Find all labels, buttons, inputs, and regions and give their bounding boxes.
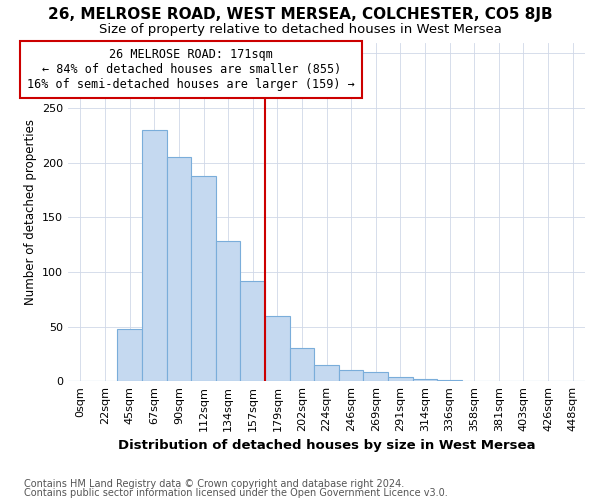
Text: Size of property relative to detached houses in West Mersea: Size of property relative to detached ho… <box>98 22 502 36</box>
Bar <box>339 370 364 381</box>
Bar <box>437 380 462 381</box>
Bar <box>413 379 437 381</box>
X-axis label: Distribution of detached houses by size in West Mersea: Distribution of detached houses by size … <box>118 440 535 452</box>
Text: Contains HM Land Registry data © Crown copyright and database right 2024.: Contains HM Land Registry data © Crown c… <box>24 479 404 489</box>
Bar <box>118 328 142 381</box>
Bar <box>364 372 388 381</box>
Text: 26 MELROSE ROAD: 171sqm
← 84% of detached houses are smaller (855)
16% of semi-d: 26 MELROSE ROAD: 171sqm ← 84% of detache… <box>28 48 355 91</box>
Bar <box>314 365 339 381</box>
Bar <box>265 316 290 381</box>
Text: 26, MELROSE ROAD, WEST MERSEA, COLCHESTER, CO5 8JB: 26, MELROSE ROAD, WEST MERSEA, COLCHESTE… <box>47 8 553 22</box>
Bar <box>191 176 216 381</box>
Bar <box>388 377 413 381</box>
Bar <box>290 348 314 381</box>
Bar <box>216 242 241 381</box>
Bar <box>167 157 191 381</box>
Bar <box>241 280 265 381</box>
Bar <box>142 130 167 381</box>
Text: Contains public sector information licensed under the Open Government Licence v3: Contains public sector information licen… <box>24 488 448 498</box>
Y-axis label: Number of detached properties: Number of detached properties <box>23 119 37 305</box>
